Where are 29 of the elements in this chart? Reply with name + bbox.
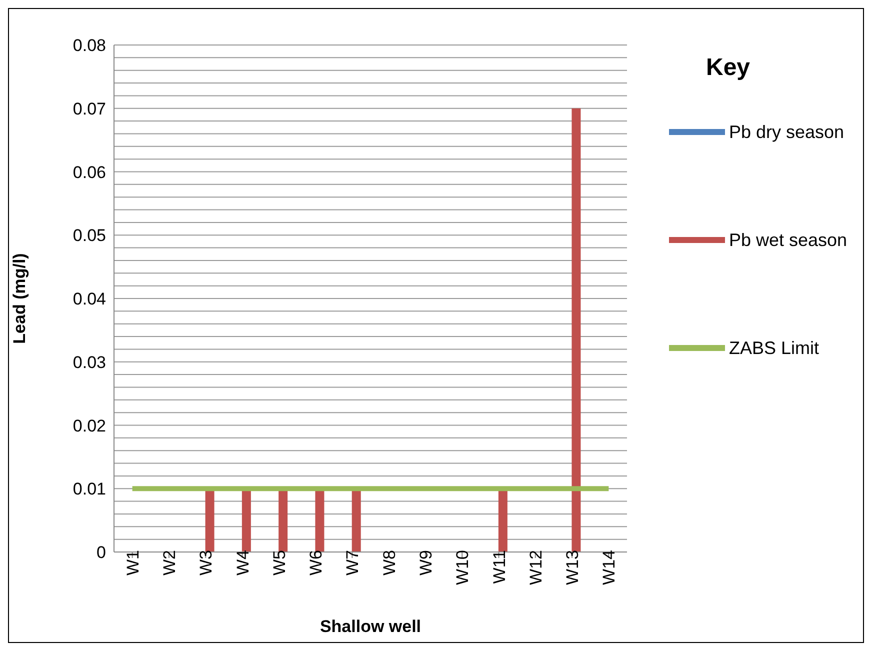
x-tick-label: W2 xyxy=(160,550,180,576)
legend-title: Key xyxy=(706,54,752,82)
x-tick-label: W9 xyxy=(416,550,436,576)
x-tick-label: W12 xyxy=(526,550,546,585)
y-tick-label: 0 xyxy=(96,543,106,562)
y-tick-label: 0.08 xyxy=(72,36,106,56)
x-tick-label: W5 xyxy=(270,550,289,576)
x-axis-title: Shallow well xyxy=(320,617,422,636)
y-axis-title: Lead (mg/l) xyxy=(10,253,30,344)
x-tick-label: W3 xyxy=(196,550,216,576)
x-tick-label: W1 xyxy=(123,550,142,576)
x-tick-label: W8 xyxy=(380,550,399,576)
x-tick-label: W13 xyxy=(563,550,582,585)
x-tick-label: W6 xyxy=(306,550,326,576)
x-tick-label: W11 xyxy=(490,550,509,584)
y-tick-label: 0.01 xyxy=(72,480,106,499)
legend-label: ZABS Limit xyxy=(729,338,820,358)
legend-label: Pb wet season xyxy=(729,230,848,250)
y-tick-label: 0.02 xyxy=(72,416,106,436)
y-tick-label: 0.05 xyxy=(72,226,106,246)
x-tick-label: W4 xyxy=(233,550,252,576)
x-tick-label: W10 xyxy=(453,550,472,585)
y-tick-label: 0.07 xyxy=(72,99,106,118)
x-tick-label: W7 xyxy=(343,550,362,576)
x-tick-label: W14 xyxy=(600,550,619,585)
y-tick-label: 0.06 xyxy=(72,162,106,182)
y-tick-label: 0.04 xyxy=(72,290,106,309)
y-tick-label: 0.03 xyxy=(72,352,106,372)
legend-label: Pb dry season xyxy=(729,122,844,142)
